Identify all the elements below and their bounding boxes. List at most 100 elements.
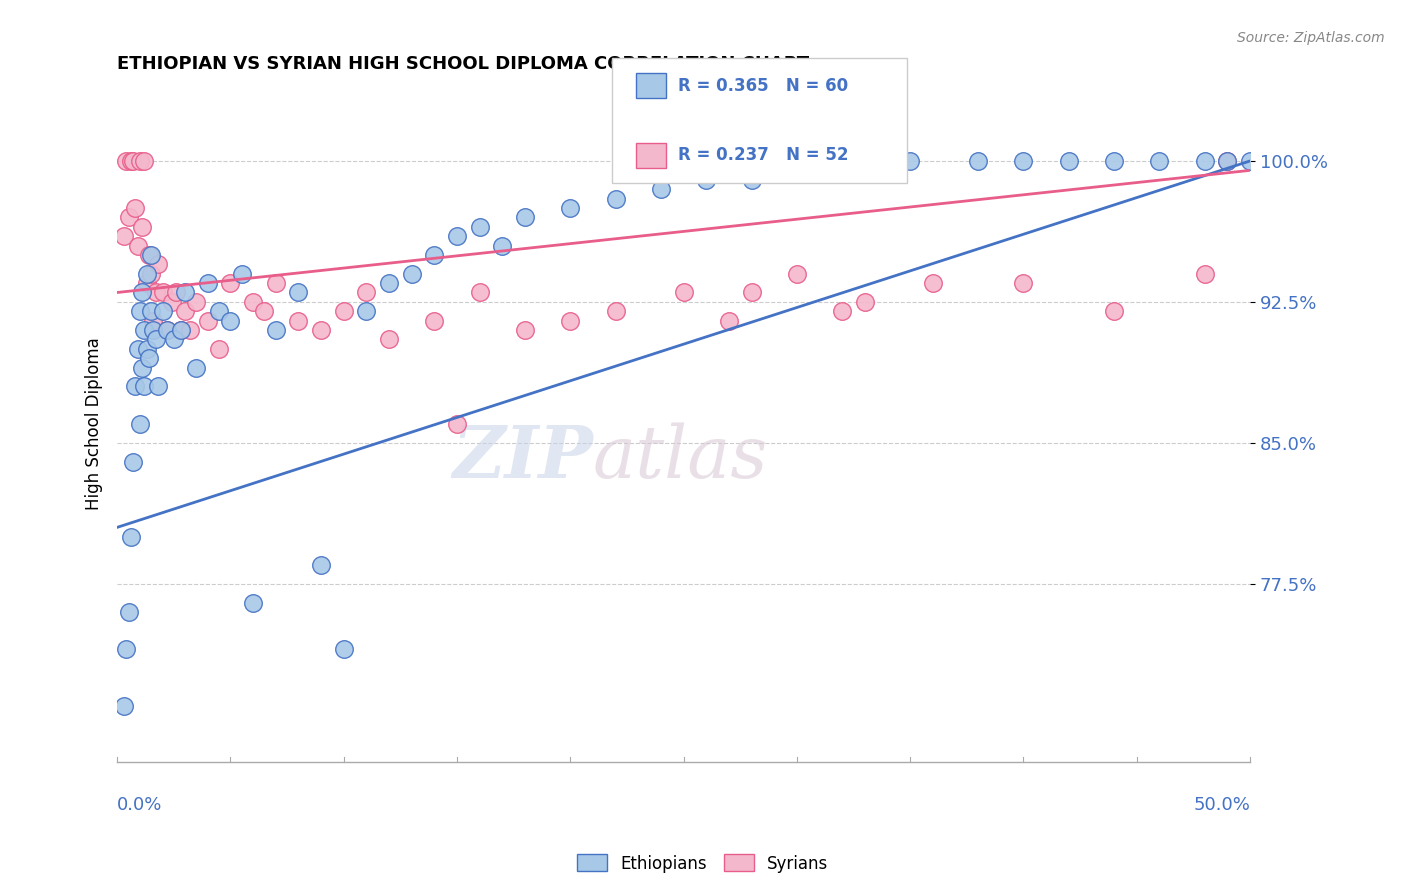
Point (287, 313, 309, 327)
Point (1012, 276, 1035, 290)
Point (128, 417, 150, 431)
Text: 0.0%: 0.0% (117, 796, 163, 814)
Point (165, 285, 187, 300)
Point (145, 285, 167, 300)
Point (134, 153, 156, 168)
Point (560, 313, 582, 327)
Point (197, 276, 219, 290)
Point (117, 605, 139, 619)
Point (197, 313, 219, 327)
Point (179, 323, 201, 337)
Point (650, 182, 672, 196)
Point (141, 267, 163, 281)
Point (786, 267, 808, 281)
Point (332, 642, 354, 657)
Point (163, 333, 186, 347)
Point (174, 285, 197, 300)
Point (741, 173, 763, 187)
Point (131, 360, 153, 375)
Point (131, 285, 153, 300)
Point (231, 267, 253, 281)
Point (356, 304, 378, 318)
Point (468, 285, 491, 300)
Point (112, 698, 135, 713)
Point (174, 304, 197, 318)
Point (122, 153, 145, 168)
Point (160, 294, 183, 309)
Point (169, 323, 191, 337)
Point (115, 153, 138, 168)
Point (124, 201, 146, 215)
Point (264, 323, 287, 337)
Point (605, 192, 627, 206)
Point (853, 294, 876, 309)
Point (128, 153, 150, 168)
Point (242, 595, 264, 609)
Point (378, 333, 401, 347)
Point (152, 285, 174, 300)
Point (127, 342, 149, 356)
Point (134, 379, 156, 393)
Point (672, 285, 695, 300)
Point (1057, 153, 1080, 168)
Point (120, 153, 142, 168)
Point (401, 267, 423, 281)
Point (356, 285, 378, 300)
Point (253, 304, 276, 318)
Point (208, 304, 231, 318)
Point (156, 323, 179, 337)
Point (186, 360, 208, 375)
Point (146, 379, 169, 393)
Point (1216, 153, 1239, 168)
Point (264, 276, 287, 290)
Point (131, 219, 153, 234)
Point (287, 285, 309, 300)
Point (120, 530, 142, 544)
Point (1239, 153, 1261, 168)
Point (717, 313, 740, 327)
Point (127, 238, 149, 252)
Point (186, 294, 208, 309)
Point (423, 313, 446, 327)
Point (124, 379, 146, 393)
Point (138, 351, 160, 366)
Point (446, 229, 468, 244)
Point (423, 248, 446, 262)
Text: R = 0.365   N = 60: R = 0.365 N = 60 (678, 77, 848, 95)
Point (134, 323, 156, 337)
Y-axis label: High School Diploma: High School Diploma (86, 338, 103, 510)
Point (141, 248, 163, 262)
Point (142, 323, 165, 337)
Text: 50.0%: 50.0% (1194, 796, 1250, 814)
Point (1012, 153, 1035, 168)
Point (142, 313, 165, 327)
Point (1194, 153, 1216, 168)
Point (921, 276, 943, 290)
Point (122, 454, 145, 468)
Point (605, 304, 627, 318)
Point (128, 304, 150, 318)
Point (156, 323, 179, 337)
Text: R = 0.237   N = 52: R = 0.237 N = 52 (678, 146, 848, 164)
Point (831, 304, 853, 318)
Point (219, 276, 242, 290)
Text: ZIP: ZIP (453, 422, 593, 493)
Point (898, 153, 921, 168)
Point (513, 323, 536, 337)
Point (695, 173, 717, 187)
Point (1194, 267, 1216, 281)
Point (135, 342, 157, 356)
Point (1102, 153, 1125, 168)
Point (138, 248, 160, 262)
Point (208, 342, 231, 356)
Point (1216, 153, 1239, 168)
Point (219, 313, 242, 327)
Point (831, 163, 853, 178)
Point (378, 276, 401, 290)
Point (967, 153, 990, 168)
Point (1149, 153, 1171, 168)
Point (468, 219, 491, 234)
Point (332, 304, 354, 318)
Legend: Ethiopians, Syrians: Ethiopians, Syrians (571, 847, 835, 880)
Point (309, 323, 332, 337)
